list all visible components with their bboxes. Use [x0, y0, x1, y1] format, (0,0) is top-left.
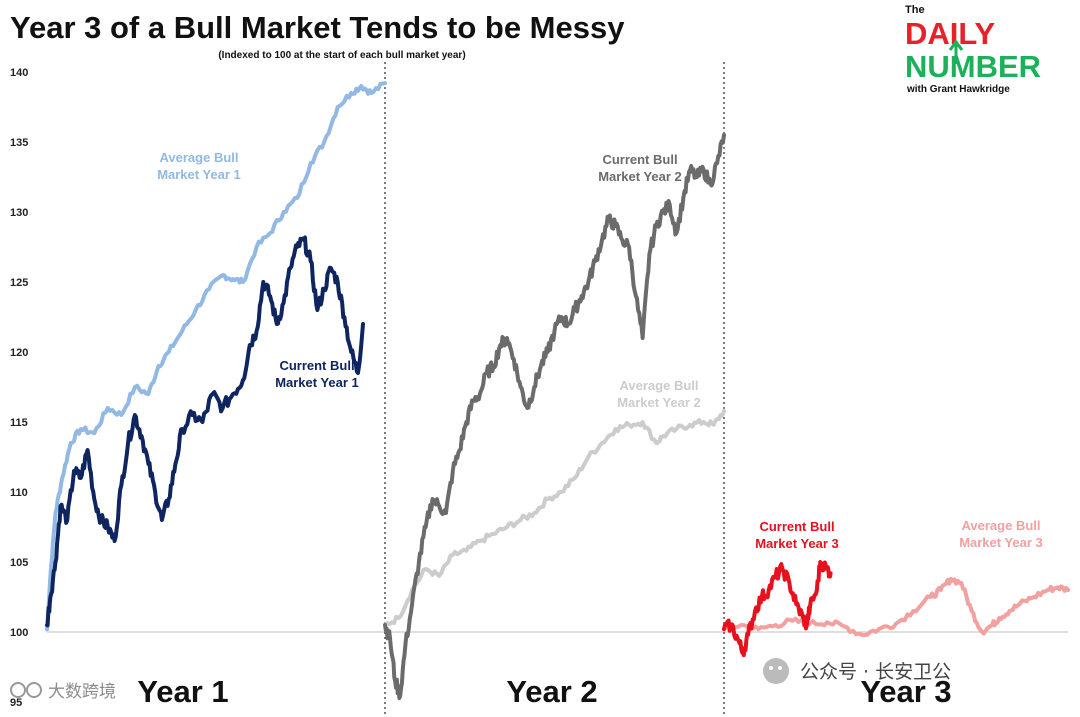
- brand-tagline: with Grant Hawkridge: [906, 84, 1010, 95]
- y-tick-label: 105: [10, 557, 28, 569]
- watermark-right-text: 公众号 · 长安卫公: [800, 661, 951, 683]
- brand-logo: The DAILY NUMBER with Grant Hawkridge: [905, 4, 1041, 95]
- y-tick-label: 110: [10, 487, 28, 499]
- panel-label-year3: Year 3: [860, 674, 951, 709]
- brand-arrow-icon: [948, 39, 964, 64]
- brand-daily: DAILY: [905, 16, 995, 51]
- watermark-left-text: 大数跨境: [48, 682, 116, 702]
- label-avg-year2-line1: Average Bull: [620, 378, 699, 393]
- label-cur-year1-line1: Current Bull: [279, 358, 354, 373]
- label-cur-year2-line2: Market Year 2: [598, 169, 682, 184]
- label-avg-year3-line1: Average Bull: [962, 518, 1041, 533]
- wechat-icon: [763, 658, 789, 684]
- series-line-average-bull-market-year-2: [383, 408, 726, 627]
- label-avg-year1-line1: Average Bull: [160, 150, 239, 165]
- y-axis: 95 100 105 110 115 120 125 130 135 140: [10, 67, 28, 709]
- label-cur-year3-line2: Market Year 3: [755, 536, 839, 551]
- y-tick-label: 135: [10, 137, 28, 149]
- label-cur-year2-line1: Current Bull: [602, 152, 677, 167]
- watermark-left: 大数跨境: [10, 682, 116, 702]
- y-tick-label: 120: [10, 347, 28, 359]
- y-tick-label: 130: [10, 207, 28, 219]
- brand-the: The: [905, 4, 925, 16]
- watermark-left-icon-2: [26, 682, 42, 698]
- series-line-current-bull-market-year-2: [383, 133, 726, 701]
- watermark-right: 公众号 · 长安卫公: [763, 658, 951, 684]
- y-tick-label: 115: [10, 417, 28, 429]
- series-line-average-bull-market-year-3: [722, 576, 1070, 638]
- series-labels: Average Bull Market Year 1 Current Bull …: [157, 150, 1043, 551]
- series-line-current-bull-market-year-3: [722, 560, 833, 658]
- y-tick-label: 140: [10, 67, 28, 79]
- label-avg-year1-line2: Market Year 1: [157, 167, 241, 182]
- label-avg-year3-line2: Market Year 3: [959, 535, 1043, 550]
- chart-subtitle: (Indexed to 100 at the start of each bul…: [218, 50, 465, 61]
- panel-label-year1: Year 1: [137, 674, 228, 709]
- y-tick-label: 125: [10, 277, 28, 289]
- label-avg-year2-line2: Market Year 2: [617, 395, 701, 410]
- brand-number: NUMBER: [905, 49, 1041, 84]
- panel-label-year2: Year 2: [506, 674, 597, 709]
- series-lines: [45, 81, 1070, 701]
- label-cur-year3-line1: Current Bull: [759, 519, 834, 534]
- chart-title: Year 3 of a Bull Market Tends to be Mess…: [10, 10, 625, 45]
- label-cur-year1-line2: Market Year 1: [275, 375, 359, 390]
- series-line-current-bull-market-year-1: [45, 235, 365, 628]
- y-tick-label: 95: [10, 697, 22, 709]
- series-line-average-bull-market-year-1: [45, 81, 387, 632]
- y-tick-label: 100: [10, 627, 28, 639]
- watermark-left-icon: [10, 682, 26, 698]
- panel-separators: [384, 62, 725, 717]
